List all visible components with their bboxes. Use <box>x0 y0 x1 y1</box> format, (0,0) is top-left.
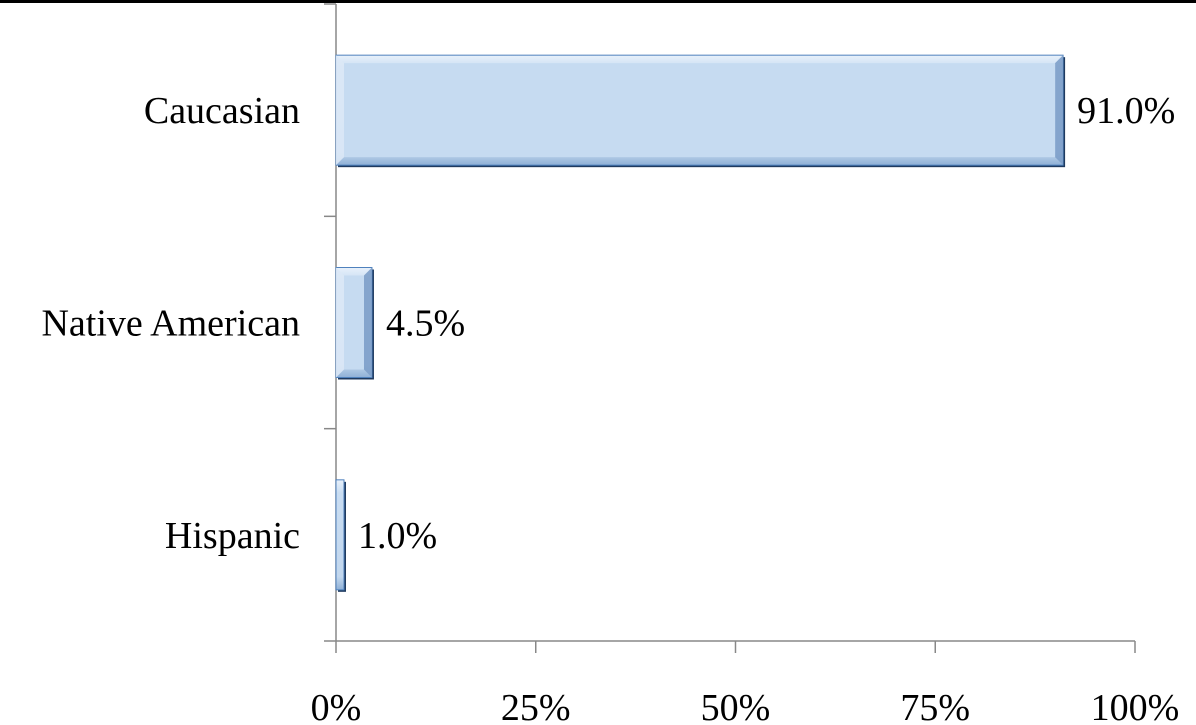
bar-body <box>335 479 345 591</box>
category-label: Hispanic <box>165 515 300 557</box>
bar-face <box>344 275 364 370</box>
bar <box>335 267 374 380</box>
bar-bevel-left <box>336 267 344 378</box>
bar <box>335 54 1066 168</box>
x-tick-label: 75% <box>900 687 970 725</box>
top-border <box>0 0 1196 3</box>
bar-bevel-right <box>363 267 372 378</box>
bar-face <box>344 63 1056 158</box>
labels: 0% 25% 50% 75% 100% Caucasian 91.0% Native Amer… <box>41 90 1179 725</box>
bars <box>335 54 1066 592</box>
bar <box>335 479 346 592</box>
x-tick-label: 25% <box>501 687 571 725</box>
value-label: 91.0% <box>1077 90 1175 132</box>
x-tick-label: 100% <box>1091 687 1180 725</box>
category-label: Native American <box>41 303 300 345</box>
value-label: 4.5% <box>386 303 465 345</box>
value-label: 1.0% <box>358 515 437 557</box>
category-label: Caucasian <box>144 90 300 132</box>
bar-bevel-right <box>1055 55 1064 166</box>
x-tick-label: 50% <box>701 687 771 725</box>
x-tick-label: 0% <box>311 687 362 725</box>
bar-bevel-left <box>336 55 344 166</box>
